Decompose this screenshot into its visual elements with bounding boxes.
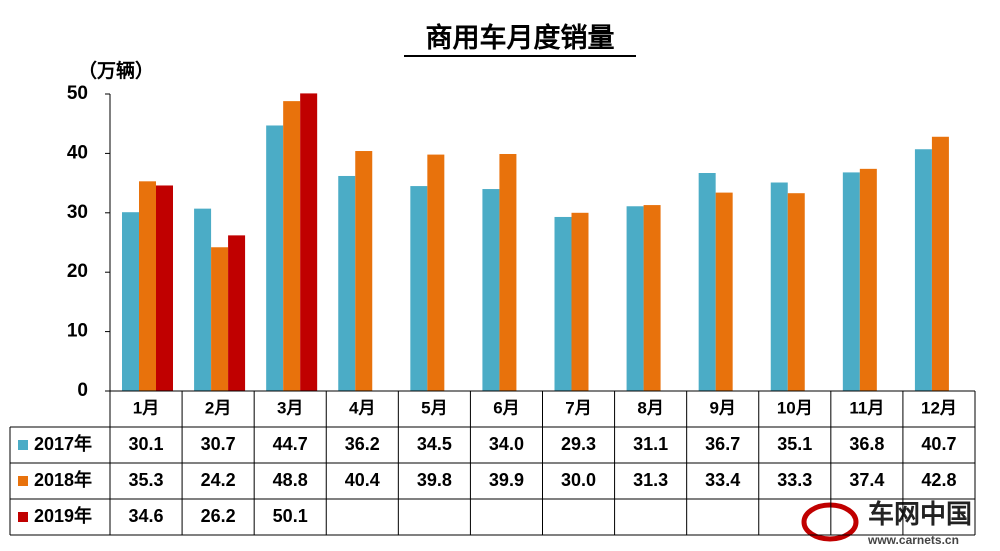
bar [228,235,246,391]
bar [931,136,949,391]
bar [643,205,661,391]
y-axis-label: （万辆） [78,59,154,82]
bar [355,151,373,391]
bar [211,247,229,391]
table-value: 36.2 [345,434,380,454]
bar [338,175,356,391]
bar [410,186,428,391]
bar [194,208,212,391]
legend-swatch [18,476,28,486]
bar [842,172,860,391]
bar [698,173,716,391]
bar [787,193,805,391]
bar [770,182,788,391]
table-value: 33.3 [777,470,812,490]
x-tick-label: 12月 [921,398,957,417]
table-value: 29.3 [561,434,596,454]
chart-title: 商用车月度销量 [426,22,615,53]
x-tick-label: 4月 [349,398,375,417]
watermark-url: www.carnets.cn [867,533,959,547]
table-value: 34.6 [129,506,164,526]
x-tick-label: 11月 [849,398,884,417]
bar [859,168,877,391]
table-value: 50.1 [273,506,308,526]
table-value: 36.8 [849,434,884,454]
x-tick-label: 5月 [421,398,447,417]
x-tick-label: 2月 [205,398,231,417]
table-value: 42.8 [921,470,956,490]
table-value: 35.3 [129,470,164,490]
table-value: 36.7 [705,434,740,454]
table-value: 35.1 [777,434,812,454]
legend-swatch [18,512,28,522]
table-value: 44.7 [273,434,308,454]
table-value: 48.8 [273,470,308,490]
x-tick-label: 1月 [133,398,159,417]
x-tick-label: 3月 [277,398,303,417]
bar [571,212,589,391]
legend-label: 2017年 [34,433,92,454]
table-value: 37.4 [849,470,884,490]
table-value: 34.5 [417,434,452,454]
table-value: 39.9 [489,470,524,490]
table-value: 26.2 [201,506,236,526]
table-value: 39.8 [417,470,452,490]
x-tick-label: 10月 [777,398,813,417]
bar [914,149,932,391]
x-tick-label: 6月 [493,398,519,417]
bar [122,212,139,391]
legend-label: 2019年 [34,505,92,526]
y-tick-label: 10 [67,321,88,342]
bar [499,153,517,391]
y-tick-label: 30 [67,202,88,223]
watermark: 车网中国 www.carnets.cn [801,499,972,547]
legend-swatch [18,440,28,450]
bar [266,125,284,392]
y-tick-label: 50 [67,83,88,104]
table-value: 30.0 [561,470,596,490]
table-value: 40.7 [921,434,956,454]
bar [715,192,733,391]
table-value: 34.0 [489,434,524,454]
x-tick-label: 8月 [637,398,663,417]
bar [139,181,156,391]
legend-label: 2018年 [34,469,92,490]
table-value: 31.1 [633,434,668,454]
table-value: 30.1 [129,434,164,454]
bar [156,185,173,391]
bar [427,154,445,391]
watermark-name: 车网中国 [868,499,972,529]
x-tick-label: 7月 [565,398,591,417]
y-tick-label: 40 [67,142,88,163]
table-value: 31.3 [633,470,668,490]
bar [283,101,301,392]
bar [554,216,572,391]
watermark-logo [801,502,859,542]
y-tick-label: 20 [67,261,88,282]
bar [300,93,318,391]
x-tick-label: 9月 [709,398,735,417]
table-value: 33.4 [705,470,740,490]
table-value: 40.4 [345,470,380,490]
bar [482,189,500,391]
y-tick-label: 0 [77,380,88,401]
table-value: 24.2 [201,470,236,490]
table-value: 30.7 [201,434,236,454]
bar [626,206,644,391]
